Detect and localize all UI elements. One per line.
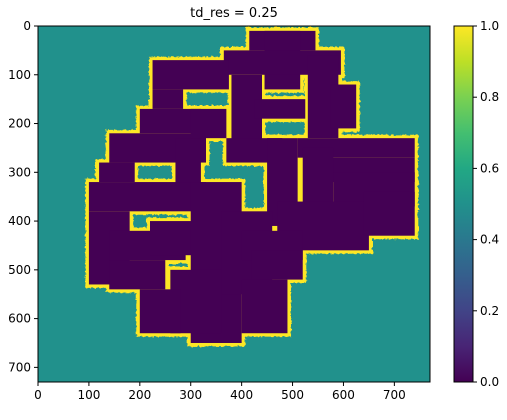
colorbar-tick-label: 0.4: [480, 233, 499, 247]
y-tick-label: 100: [8, 68, 31, 82]
y-tick-label: 600: [8, 312, 31, 326]
maze-free-cell: [254, 99, 306, 119]
colorbar-tick-label: 0.2: [480, 304, 499, 318]
x-tick-label: 700: [383, 388, 406, 402]
maze-free-cell: [152, 60, 229, 90]
y-tick-label: 400: [8, 214, 31, 228]
y-axis: 0 100 200 300 400 500 600 700: [8, 19, 38, 374]
y-tick-label: 200: [8, 117, 31, 131]
x-tick-label: 600: [332, 388, 355, 402]
y-tick-label: 0: [23, 19, 31, 33]
chart-title: td_res = 0.25: [190, 6, 278, 21]
maze-free-cell: [190, 108, 227, 139]
x-axis: 0 100 200 300 400 500 600 700: [34, 382, 406, 402]
maze-free-cell: [152, 89, 184, 109]
y-tick-label: 500: [8, 263, 31, 277]
colorbar: [453, 25, 474, 383]
maze-free-space-layer: [88, 30, 415, 343]
colorbar-tick-label: 0.0: [480, 375, 499, 389]
colorbar-tick-label: 0.6: [480, 161, 499, 175]
maze-free-cell: [139, 108, 201, 134]
colorbar-axis: 0.0 0.2 0.4 0.6 0.8 1.0: [473, 19, 499, 389]
maze-free-cell: [330, 84, 357, 129]
colorbar-tick-label: 1.0: [480, 19, 499, 33]
maze-free-cell: [251, 250, 303, 280]
x-tick-label: 200: [128, 388, 151, 402]
y-tick-label: 700: [8, 360, 31, 374]
y-tick-label: 300: [8, 165, 31, 179]
x-tick-label: 400: [230, 388, 253, 402]
colorbar-tick-label: 0.8: [480, 90, 499, 104]
plot-frame: [37, 25, 431, 383]
x-tick-label: 500: [281, 388, 304, 402]
maze-free-cell: [88, 182, 206, 212]
maze-free-cell: [109, 260, 166, 290]
x-tick-label: 0: [34, 388, 42, 402]
maze-free-cell: [99, 162, 135, 183]
maze-free-cell: [363, 191, 415, 236]
x-tick-label: 300: [179, 388, 202, 402]
maze-free-cell: [139, 289, 181, 334]
maze-free-cell: [241, 279, 288, 334]
x-tick-label: 100: [77, 388, 100, 402]
